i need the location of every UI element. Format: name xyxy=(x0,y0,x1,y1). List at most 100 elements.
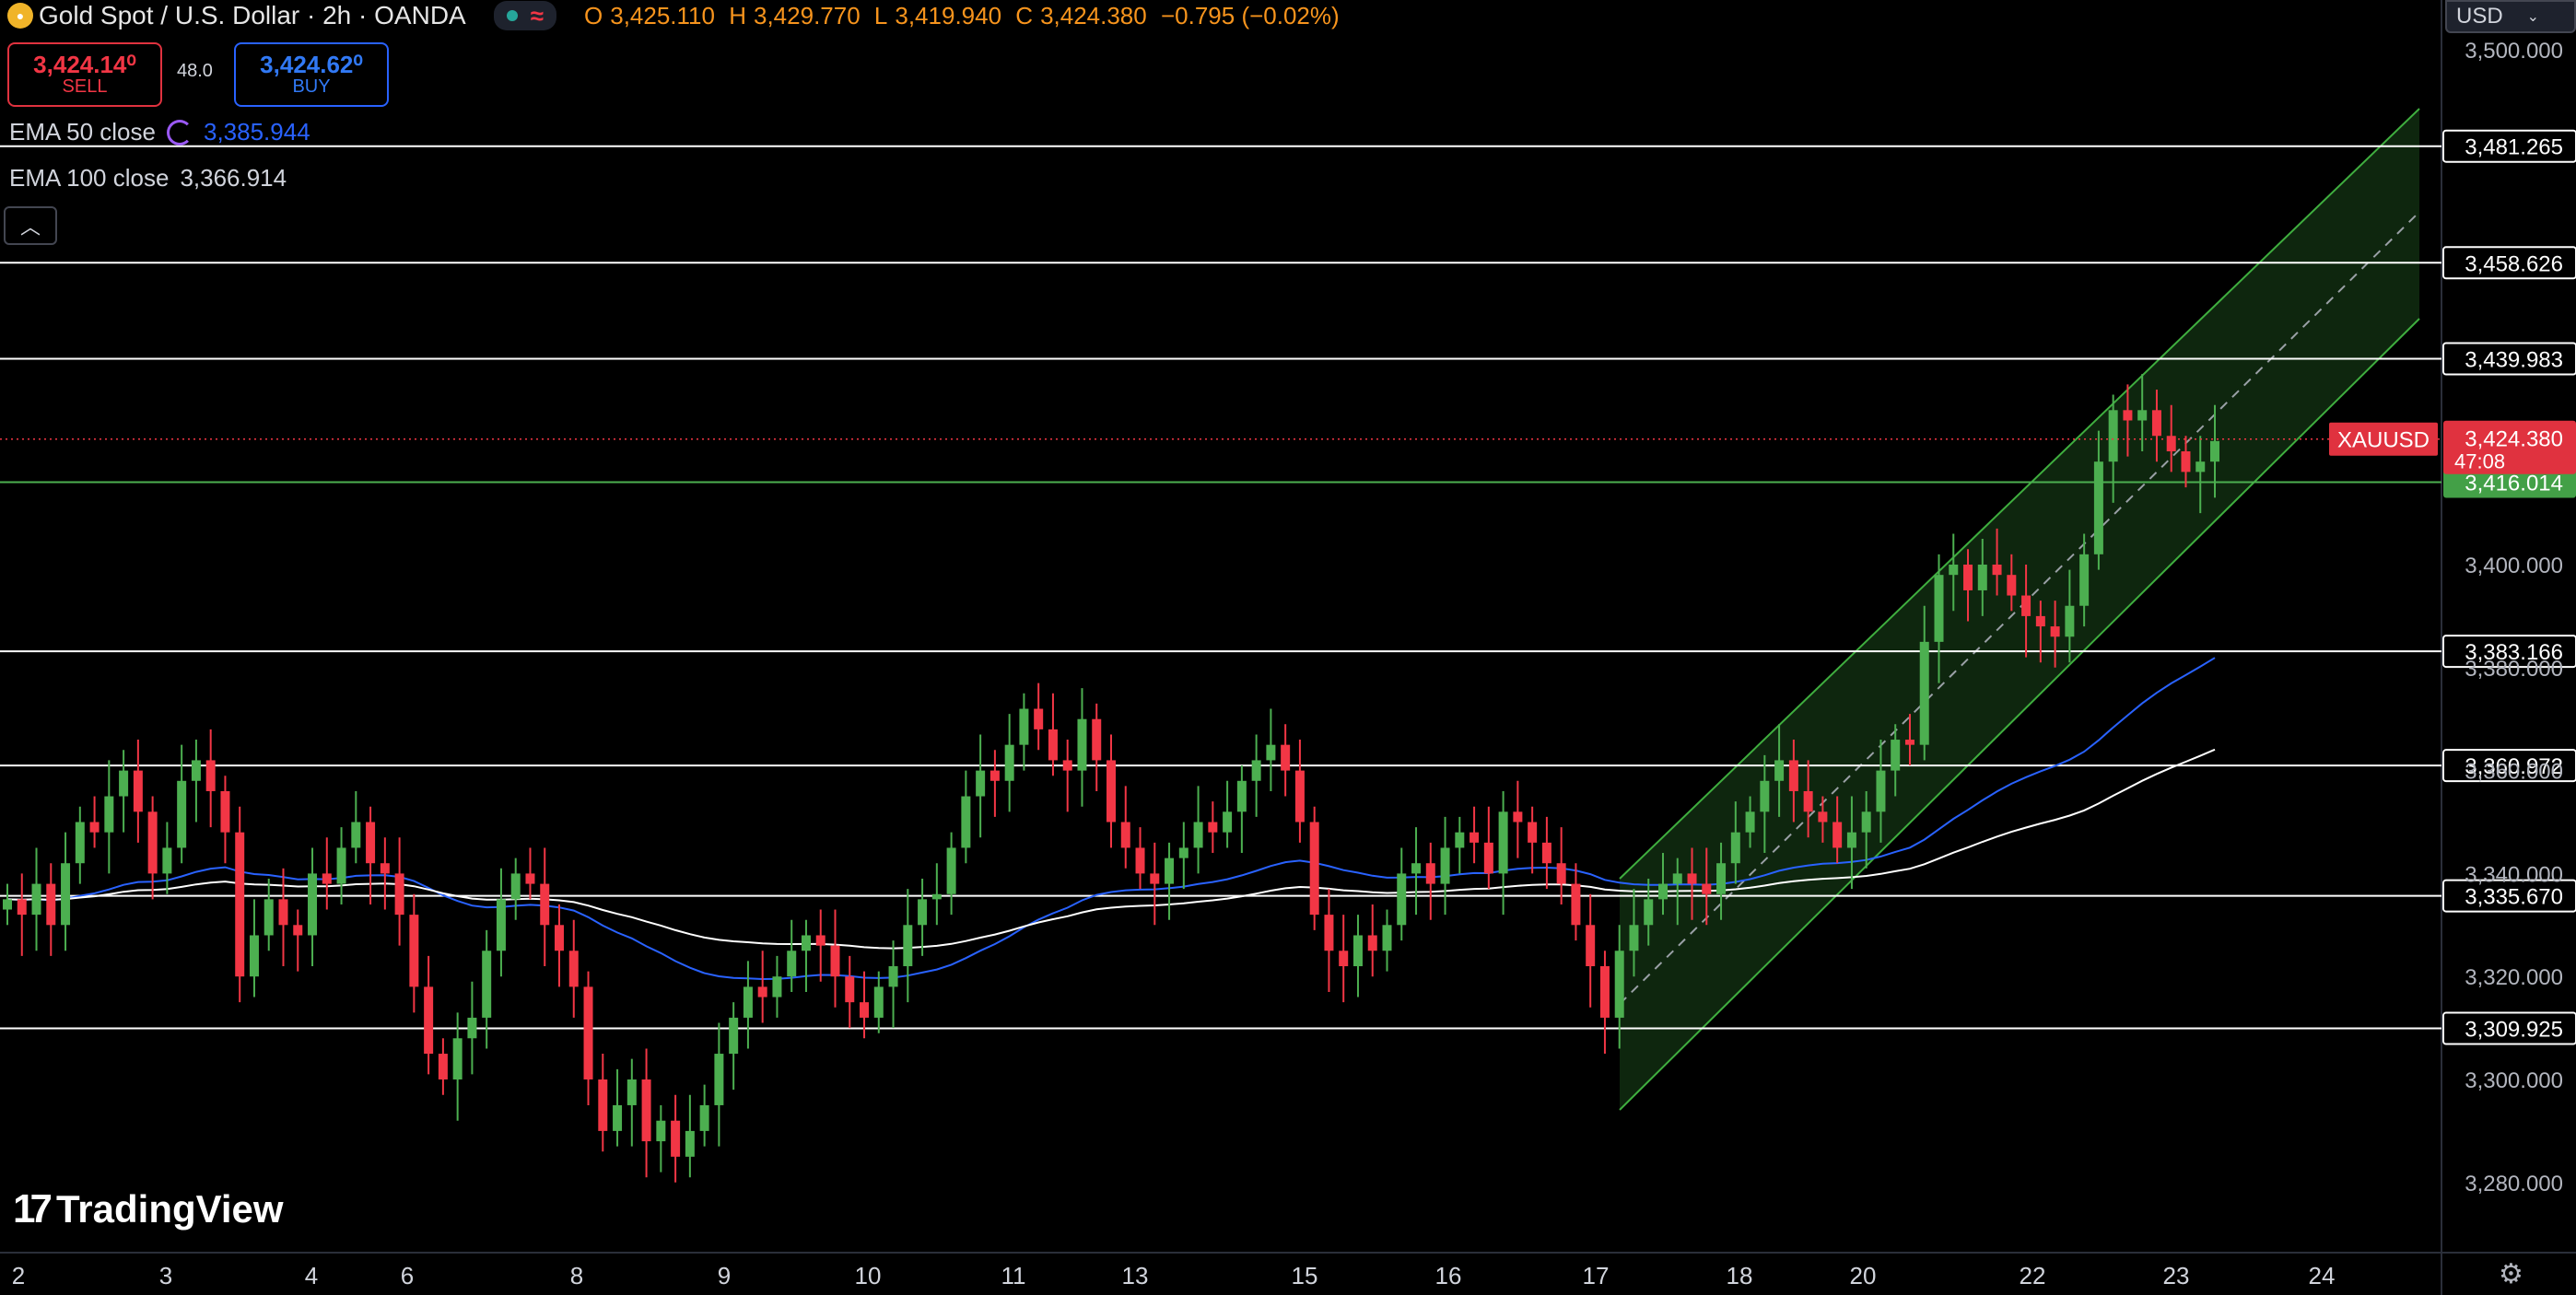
candle-body[interactable] xyxy=(2007,575,2017,596)
candle-body[interactable] xyxy=(961,796,971,848)
candle-body[interactable] xyxy=(1266,744,1276,761)
candle-body[interactable] xyxy=(322,873,332,884)
candle-body[interactable] xyxy=(2210,440,2219,462)
candle-body[interactable] xyxy=(2079,554,2090,606)
candle-body[interactable] xyxy=(873,986,884,1018)
ema50-legend[interactable]: EMA 50 close 3,385.944 xyxy=(9,118,310,146)
candle-body[interactable] xyxy=(1614,951,1624,1018)
candle-body[interactable] xyxy=(1745,811,1755,833)
candle-body[interactable] xyxy=(2195,461,2206,472)
candle-body[interactable] xyxy=(452,1038,463,1079)
candle-body[interactable] xyxy=(1193,822,1203,848)
candle-body[interactable] xyxy=(17,899,27,916)
candle-body[interactable] xyxy=(918,899,928,926)
candle-body[interactable] xyxy=(555,925,564,951)
candle-body[interactable] xyxy=(568,951,579,987)
candle-body[interactable] xyxy=(162,847,172,874)
candle-body[interactable] xyxy=(1150,873,1160,884)
channel-upper-line[interactable] xyxy=(1619,108,2420,880)
candle-body[interactable] xyxy=(46,883,56,926)
candle-body[interactable] xyxy=(1281,744,1291,771)
candle-body[interactable] xyxy=(278,899,288,926)
candle-body[interactable] xyxy=(772,976,782,998)
candle-body[interactable] xyxy=(946,847,956,894)
candle-body[interactable] xyxy=(729,1017,739,1055)
candle-body[interactable] xyxy=(787,951,797,977)
candle-body[interactable] xyxy=(147,811,158,874)
candle-body[interactable] xyxy=(1774,760,1785,781)
candle-body[interactable] xyxy=(1483,842,1493,874)
candle-body[interactable] xyxy=(641,1079,651,1142)
candle-body[interactable] xyxy=(1687,873,1697,884)
candle-body[interactable] xyxy=(1107,760,1116,822)
candle-body[interactable] xyxy=(1644,899,1654,926)
candle-body[interactable] xyxy=(1352,935,1363,967)
candle-body[interactable] xyxy=(714,1054,724,1105)
candle-body[interactable] xyxy=(1541,842,1551,864)
candle-body[interactable] xyxy=(1498,811,1508,874)
candle-body[interactable] xyxy=(598,1079,608,1131)
candle-body[interactable] xyxy=(1135,847,1145,874)
candle-body[interactable] xyxy=(1077,718,1087,771)
candle-body[interactable] xyxy=(205,760,216,791)
candle-body[interactable] xyxy=(2021,595,2032,616)
candle-body[interactable] xyxy=(308,873,318,936)
candle-body[interactable] xyxy=(1934,575,1944,642)
candle-body[interactable] xyxy=(191,760,201,781)
candle-body[interactable] xyxy=(699,1104,709,1131)
candle-body[interactable] xyxy=(220,790,230,833)
candle-body[interactable] xyxy=(1788,760,1798,791)
candle-body[interactable] xyxy=(1876,770,1886,812)
candle-body[interactable] xyxy=(1891,740,1901,771)
candle-body[interactable] xyxy=(1092,718,1102,761)
symbol-title[interactable]: Gold Spot / U.S. Dollar · 2h · OANDA xyxy=(39,1,466,29)
candle-body[interactable] xyxy=(860,1002,870,1018)
candle-body[interactable] xyxy=(366,822,376,864)
candle-body[interactable] xyxy=(1949,565,1959,576)
candle-body[interactable] xyxy=(1586,925,1596,967)
candle-body[interactable] xyxy=(801,935,811,951)
candle-body[interactable] xyxy=(613,1104,623,1131)
candle-body[interactable] xyxy=(263,899,274,936)
ema50-line[interactable] xyxy=(6,657,2216,981)
candle-body[interactable] xyxy=(1716,863,1727,894)
candle-body[interactable] xyxy=(989,770,1000,781)
candle-body[interactable] xyxy=(1120,822,1130,848)
candle-body[interactable] xyxy=(2093,461,2103,554)
candle-body[interactable] xyxy=(2065,605,2075,637)
candle-body[interactable] xyxy=(1629,925,1639,951)
candle-body[interactable] xyxy=(1236,780,1247,812)
candle-body[interactable] xyxy=(1818,811,1828,822)
candle-body[interactable] xyxy=(1599,966,1610,1018)
candle-body[interactable] xyxy=(409,915,419,987)
candle-body[interactable] xyxy=(1513,811,1523,822)
regression-channel[interactable] xyxy=(1620,109,2419,1110)
candle-body[interactable] xyxy=(1019,708,1029,745)
candle-body[interactable] xyxy=(1760,780,1770,812)
candle-body[interactable] xyxy=(656,1120,666,1142)
candle-body[interactable] xyxy=(626,1079,637,1105)
ema100-line[interactable] xyxy=(6,748,2216,950)
candle-body[interactable] xyxy=(2050,626,2060,637)
candle-body[interactable] xyxy=(510,873,521,900)
candle-body[interactable] xyxy=(1178,847,1188,858)
candle-body[interactable] xyxy=(1208,822,1218,833)
candle-body[interactable] xyxy=(931,893,942,900)
candle-body[interactable] xyxy=(1004,744,1014,781)
candle-body[interactable] xyxy=(496,899,506,951)
tradingview-logo[interactable]: 17 TradingView xyxy=(13,1186,284,1232)
candle-body[interactable] xyxy=(1048,729,1058,761)
candle-body[interactable] xyxy=(757,986,767,998)
candle-body[interactable] xyxy=(1251,760,1261,781)
candle-body[interactable] xyxy=(1556,863,1566,884)
candle-body[interactable] xyxy=(1440,847,1450,884)
candle-body[interactable] xyxy=(438,1054,448,1079)
candle-body[interactable] xyxy=(89,822,100,833)
candle-body[interactable] xyxy=(351,822,361,848)
candle-body[interactable] xyxy=(394,873,404,916)
candle-body[interactable] xyxy=(743,986,753,1018)
candle-body[interactable] xyxy=(830,945,840,977)
candle-body[interactable] xyxy=(671,1120,681,1157)
market-status[interactable]: ≈ xyxy=(493,1,556,30)
